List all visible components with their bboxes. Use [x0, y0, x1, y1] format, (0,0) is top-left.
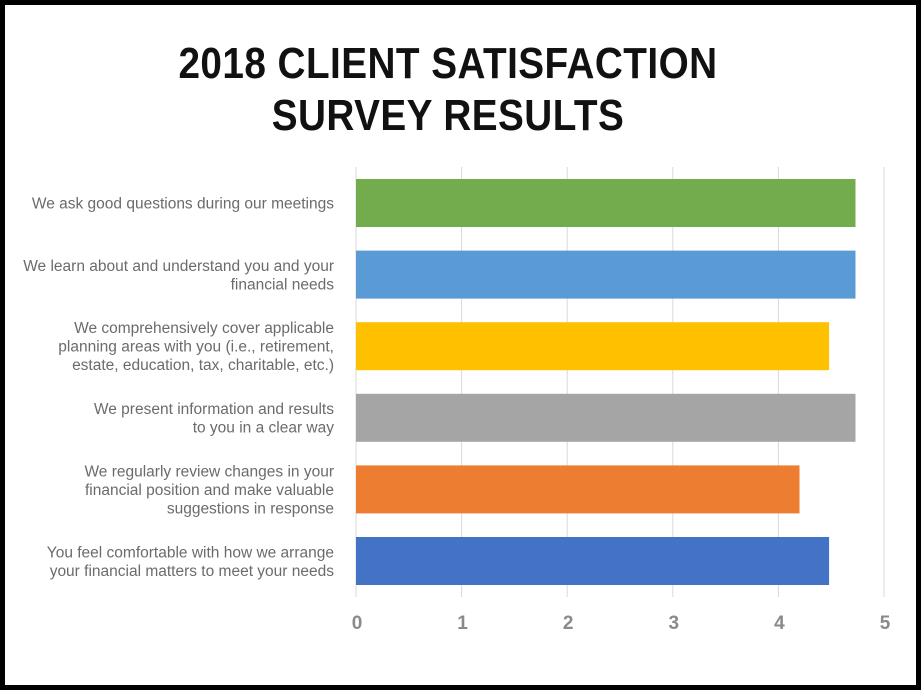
- bar-5: [356, 465, 800, 514]
- bar-2: [356, 250, 856, 299]
- category-label-4-line-2: to you in a clear way: [193, 420, 335, 437]
- category-label-4-line-1: We present information and results: [94, 401, 334, 418]
- bar-6: [356, 537, 830, 585]
- chart-title-line-2: SURVEY RESULTS: [271, 91, 625, 140]
- category-label-2-line-1: We learn about and understand you and yo…: [23, 258, 334, 275]
- category-label-3-line-1: We comprehensively cover applicable: [74, 320, 334, 337]
- x-tick-label-0: 0: [352, 613, 363, 634]
- bar-chart: We ask good questions during our meeting…: [23, 167, 891, 634]
- category-label-5-line-1: We regularly review changes in your: [84, 463, 334, 480]
- category-label-1-line-1: We ask good questions during our meeting…: [32, 196, 334, 213]
- bar-4: [356, 393, 856, 442]
- category-label-6-line-1: You feel comfortable with how we arrange: [47, 544, 334, 561]
- x-tick-label-3: 3: [669, 613, 680, 634]
- x-tick-label-1: 1: [457, 613, 468, 634]
- category-labels: We ask good questions during our meeting…: [23, 196, 334, 580]
- chart-title-line-1: 2018 CLIENT SATISFACTION: [178, 39, 718, 88]
- category-label-3-line-3: estate, education, tax, charitable, etc.…: [72, 357, 334, 374]
- bars: [356, 179, 856, 585]
- x-tick-label-4: 4: [774, 613, 785, 634]
- x-tick-label-5: 5: [880, 613, 891, 634]
- x-tick-label-2: 2: [563, 613, 574, 634]
- bar-1: [356, 179, 856, 227]
- x-tick-labels: 0 1 2 3 4 5: [352, 613, 891, 634]
- category-label-6-line-2: your financial matters to meet your need…: [50, 563, 335, 580]
- bar-3: [356, 322, 830, 371]
- category-label-3-line-2: planning areas with you (i.e., retiremen…: [58, 339, 334, 356]
- grid-lines: [355, 167, 885, 597]
- chart-title: 2018 CLIENT SATISFACTION SURVEY RESULTS: [58, 38, 838, 142]
- category-label-5-line-3: suggestions in response: [167, 500, 334, 517]
- category-label-2-line-2: financial needs: [231, 276, 335, 293]
- category-label-5-line-2: financial position and make valuable: [85, 482, 334, 499]
- chart-frame: 2018 CLIENT SATISFACTION SURVEY RESULTS …: [5, 5, 916, 685]
